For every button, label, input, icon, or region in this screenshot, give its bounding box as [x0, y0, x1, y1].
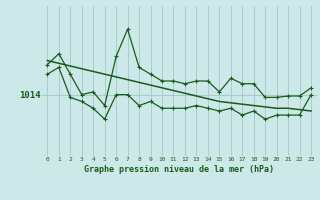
X-axis label: Graphe pression niveau de la mer (hPa): Graphe pression niveau de la mer (hPa): [84, 165, 274, 174]
